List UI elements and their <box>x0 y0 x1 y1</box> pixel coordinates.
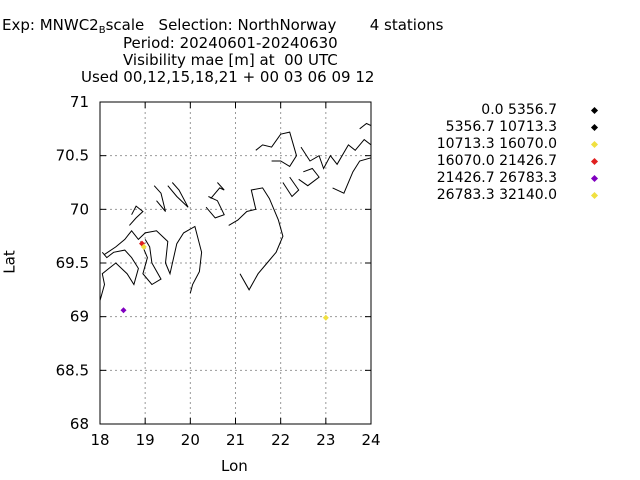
coastline-segment <box>167 182 189 208</box>
legend-entry: 5356.7 10713.3 <box>405 119 605 136</box>
coastline-segment <box>140 239 162 286</box>
y-tick-label: 69.5 <box>56 254 89 272</box>
coastline-segment <box>210 182 225 199</box>
coastline-segment <box>282 176 300 198</box>
legend-label: 5356.7 10713.3 <box>445 119 557 135</box>
legend-entry: 10713.3 16070.0 <box>405 136 605 153</box>
coastline-segment <box>255 131 298 168</box>
legend-label: 16070.0 21426.7 <box>436 153 557 169</box>
station-marker <box>120 307 127 314</box>
legend-marker <box>590 157 599 166</box>
title-prefix: Exp: MNWC2 <box>2 16 99 34</box>
legend-entry: 26783.3 32140.0 <box>405 187 605 204</box>
x-tick-label: 21 <box>226 431 245 449</box>
legend-label: 10713.3 16070.0 <box>436 136 557 152</box>
legend: 0.0 5356.7 5356.7 10713.3 10713.3 16070.0 1… <box>405 102 605 204</box>
coastline-segment <box>332 157 372 194</box>
legend-marker <box>590 174 599 183</box>
legend-label: 26783.3 32140.0 <box>436 187 557 203</box>
coastline-segment <box>228 187 284 291</box>
coastline <box>99 122 372 301</box>
x-tick-label: 20 <box>181 431 200 449</box>
y-tick-label: 70 <box>70 200 89 218</box>
legend-entry: 16070.0 21426.7 <box>405 153 605 170</box>
x-tick-label: 22 <box>271 431 290 449</box>
y-tick-label: 69 <box>70 308 89 326</box>
title-line-1: Exp: MNWC2Bscale Selection: NorthNorway … <box>2 17 443 39</box>
station-marker <box>140 243 147 250</box>
y-tick-label: 68 <box>70 415 89 433</box>
x-tick-label: 19 <box>136 431 155 449</box>
legend-entry: 0.0 5356.7 <box>405 102 605 119</box>
y-tick-label: 70.5 <box>56 147 89 165</box>
title-subscript: B <box>98 25 106 36</box>
station-points <box>120 240 329 321</box>
legend-label: 0.0 5356.7 <box>481 102 557 118</box>
ticks: 18 19 20 21 22 23 24 68 68.5 69 69.5 70 70.5 71 <box>56 93 381 449</box>
legend-label: 21426.7 26783.3 <box>436 170 557 186</box>
coastline-segment <box>99 249 139 301</box>
title-line-3: Visibility mae [m] at 00 UTC <box>123 51 338 69</box>
station-marker <box>322 314 329 321</box>
legend-entry: 21426.7 26783.3 <box>405 170 605 187</box>
x-axis-label: Lon <box>221 457 248 475</box>
y-axis-label: Lat <box>0 250 19 274</box>
legend-marker <box>590 191 599 200</box>
title-line-2: Period: 20240601-20240630 <box>123 34 338 52</box>
coastline-segment <box>153 185 166 212</box>
x-tick-label: 18 <box>90 431 109 449</box>
x-tick-label: 24 <box>361 431 380 449</box>
grid <box>100 102 371 424</box>
coastline-segment <box>129 205 144 226</box>
coastline-segment <box>205 196 225 219</box>
x-tick-label: 23 <box>316 431 335 449</box>
coastline-segment <box>298 167 320 187</box>
title-suffix: scale Selection: NorthNorway 4 stations <box>105 16 444 34</box>
title-line-4: Used 00,12,15,18,21 + 00 03 06 09 12 <box>81 68 375 86</box>
legend-marker <box>590 123 599 132</box>
y-tick-label: 71 <box>70 93 89 111</box>
legend-marker <box>590 106 599 115</box>
legend-marker <box>590 140 599 149</box>
coastline-segment <box>104 225 203 294</box>
y-tick-label: 68.5 <box>56 361 89 379</box>
coastline-segment <box>359 122 372 130</box>
coastline-segment <box>300 138 372 170</box>
